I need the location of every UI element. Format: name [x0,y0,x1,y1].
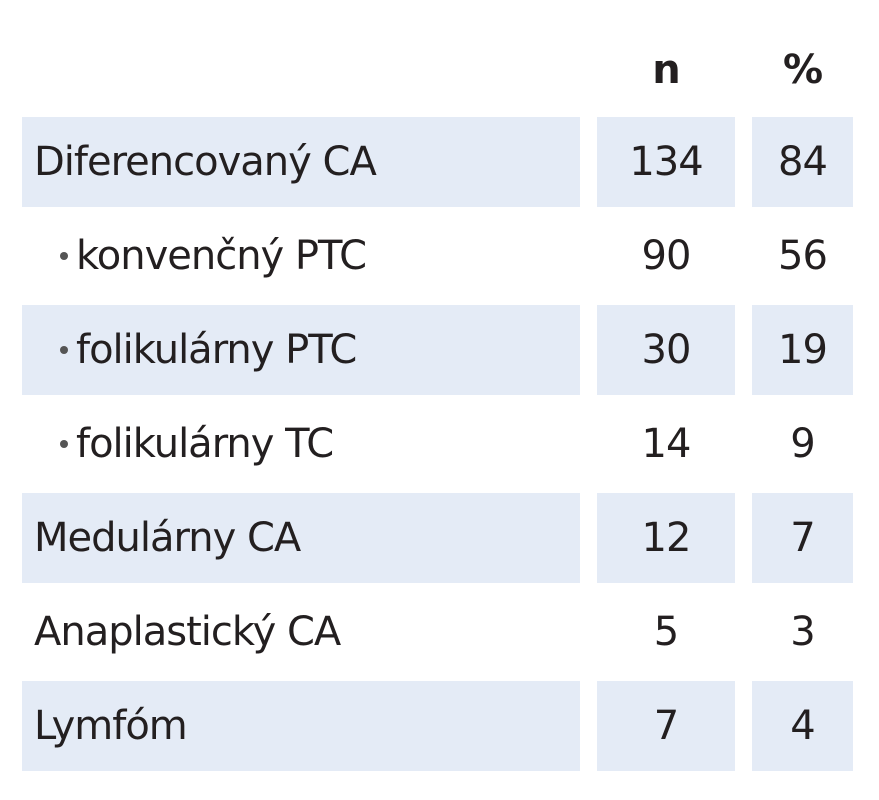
cell-text: konvenčný PTC [76,233,367,279]
cell-text: 19 [778,327,828,373]
column-header: % [752,30,853,110]
count-cell: 134 [597,117,735,207]
row-label: folikulárny PTC [22,305,580,395]
cell-text: Diferencovaný CA [34,139,377,185]
bullet [60,346,68,354]
row-label: konvenčný PTC [22,211,580,301]
cell-text: % [782,47,823,93]
cell-text: 30 [641,327,692,373]
cell-text: Lymfóm [34,703,188,749]
cell-text: 14 [641,421,692,467]
row-label: Medulárny CA [22,493,580,583]
cell-text: 9 [790,421,815,467]
bullet [60,440,68,448]
count-cell: 7 [597,681,735,771]
percent-cell: 84 [752,117,853,207]
bullet [60,252,68,260]
percent-cell: 9 [752,399,853,489]
cell-text: 56 [778,233,828,279]
cell-text: Anaplastický CA [34,609,341,655]
percent-cell: 7 [752,493,853,583]
cell-text: Medulárny CA [34,515,301,561]
cell-text: folikulárny PTC [76,327,357,373]
count-cell: 90 [597,211,735,301]
cell-text: 90 [641,233,692,279]
cell-text: n [652,47,681,93]
row-label: Anaplastický CA [22,587,580,677]
cell-text: 4 [790,703,815,749]
percent-cell: 56 [752,211,853,301]
cell-text: 7 [790,515,815,561]
row-label: Diferencovaný CA [22,117,580,207]
row-label: folikulárny TC [22,399,580,489]
cell-text: 5 [653,609,679,655]
cell-text: 7 [653,703,679,749]
cell-text: 3 [790,609,815,655]
percent-cell: 4 [752,681,853,771]
cell-text: 134 [629,139,703,185]
count-cell: 30 [597,305,735,395]
count-cell: 14 [597,399,735,489]
count-cell: 5 [597,587,735,677]
column-header: n [597,30,735,110]
percent-cell: 19 [752,305,853,395]
row-label: Lymfóm [22,681,580,771]
count-cell: 12 [597,493,735,583]
cell-text: folikulárny TC [76,421,334,467]
cell-text: 84 [778,139,828,185]
percent-cell: 3 [752,587,853,677]
cell-text: 12 [641,515,692,561]
